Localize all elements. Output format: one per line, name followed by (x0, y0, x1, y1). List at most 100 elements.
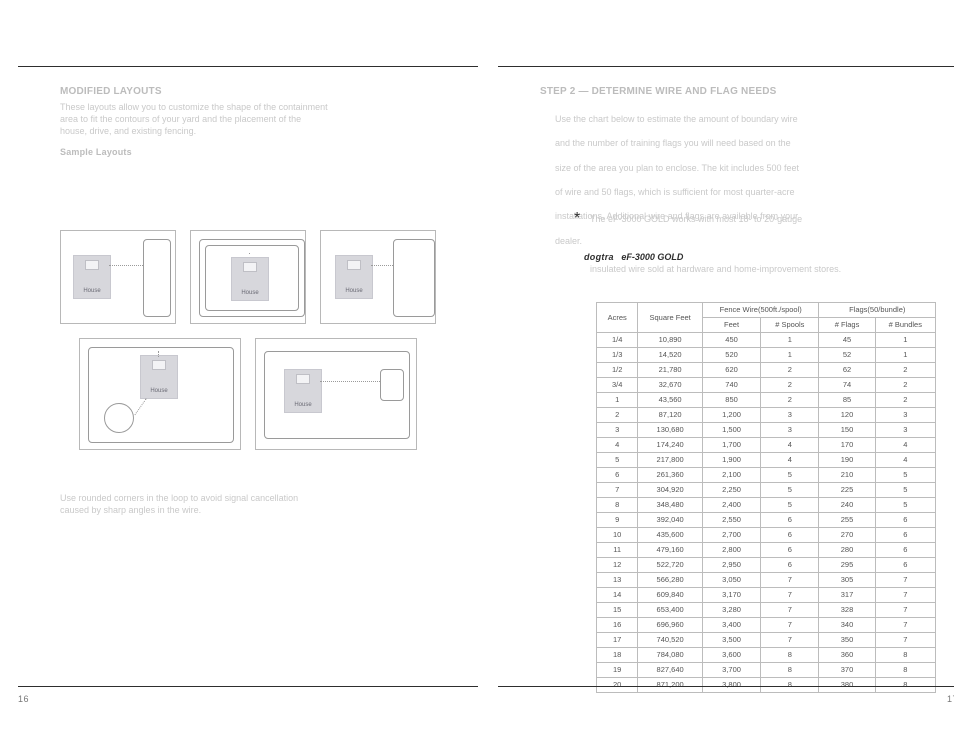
table-cell: 5 (761, 498, 819, 513)
table-cell: 696,960 (638, 618, 703, 633)
table-cell: 2 (761, 378, 819, 393)
table-cell: 3/4 (597, 378, 638, 393)
table-cell: 52 (819, 348, 875, 363)
table-row: 5217,8001,90041904 (597, 453, 936, 468)
table-cell: 17 (597, 633, 638, 648)
table-cell: 6 (761, 513, 819, 528)
table-cell: 2,250 (702, 483, 760, 498)
table-cell: 240 (819, 498, 875, 513)
table-row: 10435,6002,70062706 (597, 528, 936, 543)
intro-line: and the number of training flags you wil… (555, 138, 791, 148)
table-cell: 6 (875, 528, 935, 543)
table-cell: 7 (875, 603, 935, 618)
table-cell: 1/2 (597, 363, 638, 378)
col-group-wire: Fence Wire(500ft./spool) (702, 303, 819, 318)
table-cell: 5 (875, 468, 935, 483)
diagram-garden-exclusion (79, 338, 241, 450)
table-body: 1/410,89045014511/314,52052015211/221,78… (597, 333, 936, 693)
diagram-double-loop (190, 230, 306, 324)
heading-sample-layouts: Sample Layouts (60, 147, 436, 157)
table-cell: 4 (597, 438, 638, 453)
table-cell: 435,600 (638, 528, 703, 543)
table-cell: 7 (875, 618, 935, 633)
house-icon (335, 255, 373, 299)
table-cell: 2,950 (702, 558, 760, 573)
table-cell: 3,800 (702, 678, 760, 693)
table-cell: 4 (875, 438, 935, 453)
table-cell: 280 (819, 543, 875, 558)
table-cell: 62 (819, 363, 875, 378)
twisted-wire (158, 351, 160, 357)
table-cell: 4 (761, 453, 819, 468)
table-cell: 120 (819, 408, 875, 423)
col-group-flags: Flags(50/bundle) (819, 303, 936, 318)
table-cell: 1 (761, 333, 819, 348)
table-cell: 784,080 (638, 648, 703, 663)
table-cell: 174,240 (638, 438, 703, 453)
table-cell: 7 (761, 603, 819, 618)
table-cell: 609,840 (638, 588, 703, 603)
table-row: 17740,5203,50073507 (597, 633, 936, 648)
col-bundles: # Bundles (875, 318, 935, 333)
table-row: 1/410,8904501451 (597, 333, 936, 348)
table-cell: 7 (761, 573, 819, 588)
table-row: 19827,6403,70083708 (597, 663, 936, 678)
table-cell: 1,700 (702, 438, 760, 453)
table-row: 20871,2003,80083808 (597, 678, 936, 693)
table-cell: 8 (875, 663, 935, 678)
table-cell: 328 (819, 603, 875, 618)
table-cell: 3,500 (702, 633, 760, 648)
table-cell: 653,400 (638, 603, 703, 618)
table-cell: 190 (819, 453, 875, 468)
table-cell: 6 (761, 528, 819, 543)
table-cell: 2 (761, 393, 819, 408)
table-cell: 8 (761, 648, 819, 663)
col-flags: # Flags (819, 318, 875, 333)
table-cell: 2,700 (702, 528, 760, 543)
table-cell: 74 (819, 378, 875, 393)
table-cell: 4 (875, 453, 935, 468)
table-cell: 2,800 (702, 543, 760, 558)
col-acres: Acres (597, 303, 638, 333)
table-row: 1/221,7806202622 (597, 363, 936, 378)
table-cell: 740,520 (638, 633, 703, 648)
table-row: 143,5608502852 (597, 393, 936, 408)
table-cell: 1 (875, 333, 935, 348)
bottom-rule-right (498, 686, 954, 687)
table-row: 11479,1602,80062806 (597, 543, 936, 558)
boundary-loop (393, 239, 435, 317)
page-left: MODIFIED LAYOUTS These layouts allow you… (18, 0, 478, 737)
table-cell: 620 (702, 363, 760, 378)
footer-note-left: Use rounded corners in the loop to avoid… (60, 492, 436, 516)
house-icon (284, 369, 322, 413)
table-cell: 305 (819, 573, 875, 588)
table-cell: 170 (819, 438, 875, 453)
table-cell: 1 (875, 348, 935, 363)
wire-flag-table-wrap: Acres Square Feet Fence Wire(500ft./spoo… (596, 302, 936, 693)
table-cell: 255 (819, 513, 875, 528)
table-cell: 85 (819, 393, 875, 408)
table-cell: 7 (875, 573, 935, 588)
table-cell: 827,640 (638, 663, 703, 678)
table-cell: 1,200 (702, 408, 760, 423)
table-cell: 392,040 (638, 513, 703, 528)
table-cell: 7 (761, 633, 819, 648)
intro-line: Use the chart below to estimate the amou… (555, 114, 798, 124)
diagram-row-1 (60, 230, 436, 324)
table-cell: 5 (875, 483, 935, 498)
table-cell: 21,780 (638, 363, 703, 378)
table-cell: 7 (875, 633, 935, 648)
table-cell: 130,680 (638, 423, 703, 438)
bottom-rule-left (18, 686, 478, 687)
table-row: 16696,9603,40073407 (597, 618, 936, 633)
table-cell: 7 (761, 588, 819, 603)
col-feet: Feet (702, 318, 760, 333)
table-row: 18784,0803,60083608 (597, 648, 936, 663)
table-cell: 520 (702, 348, 760, 363)
intro-line: of wire and 50 flags, which is sufficien… (555, 187, 794, 197)
table-cell: 3 (761, 423, 819, 438)
table-cell: 450 (702, 333, 760, 348)
asterisk-icon: * (574, 210, 580, 228)
table-cell: 3 (761, 408, 819, 423)
table-cell: 3,400 (702, 618, 760, 633)
